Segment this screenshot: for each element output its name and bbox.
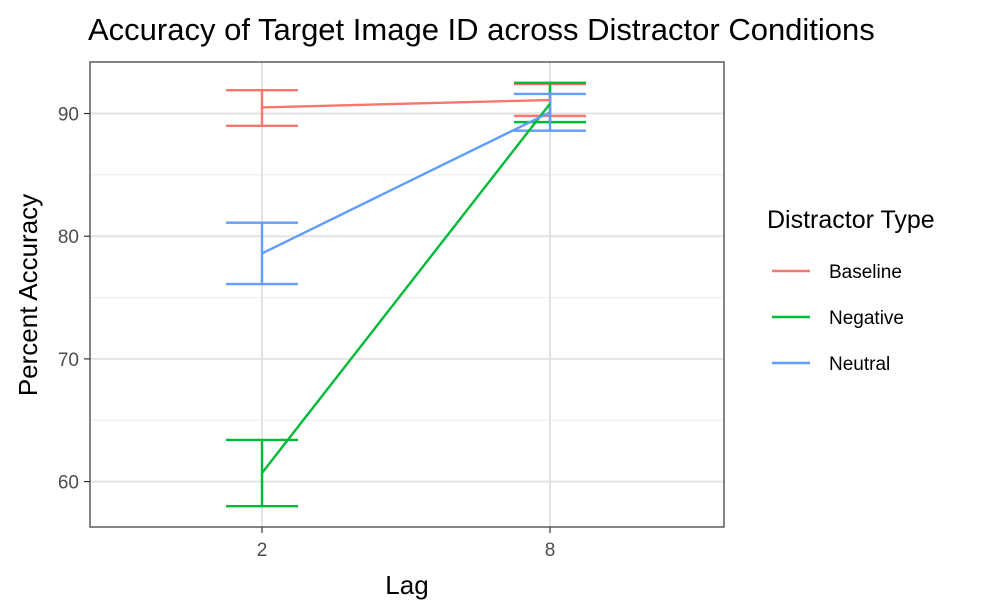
legend-label: Baseline xyxy=(829,262,902,283)
series-line-baseline xyxy=(261,98,551,109)
major-gridlines xyxy=(90,62,724,527)
legend-item-neutral: Neutral xyxy=(772,354,890,375)
legend-label: Neutral xyxy=(829,354,890,375)
series-line-neutral xyxy=(261,111,551,255)
plot-background xyxy=(90,62,724,527)
legend-label: Negative xyxy=(829,308,904,329)
y-tick-label: 80 xyxy=(58,227,79,248)
legend-item-baseline: Baseline xyxy=(772,262,902,283)
error-bar-baseline xyxy=(226,89,298,127)
x-tick-label: 8 xyxy=(545,540,556,561)
x-tick-label: 2 xyxy=(257,540,268,561)
series-line-negative xyxy=(261,102,551,474)
minor-gridlines xyxy=(90,174,724,421)
legend: Distractor Type Baseline Negative Neutral xyxy=(767,206,935,375)
legend-item-negative: Negative xyxy=(772,308,904,329)
y-tick-label: 70 xyxy=(58,350,79,371)
legend-title: Distractor Type xyxy=(767,206,935,234)
y-tick-label: 90 xyxy=(58,105,79,126)
y-axis: 60 70 80 90 xyxy=(58,105,90,494)
y-axis-title: Percent Accuracy xyxy=(13,194,43,396)
y-tick-label: 60 xyxy=(58,473,79,494)
plot-panel xyxy=(89,61,725,528)
chart-title: Accuracy of Target Image ID across Distr… xyxy=(88,12,875,47)
x-axis-title: Lag xyxy=(385,570,428,600)
legend-items: Baseline Negative Neutral xyxy=(772,262,904,375)
series-lines xyxy=(261,98,551,474)
plot-border xyxy=(89,61,725,528)
